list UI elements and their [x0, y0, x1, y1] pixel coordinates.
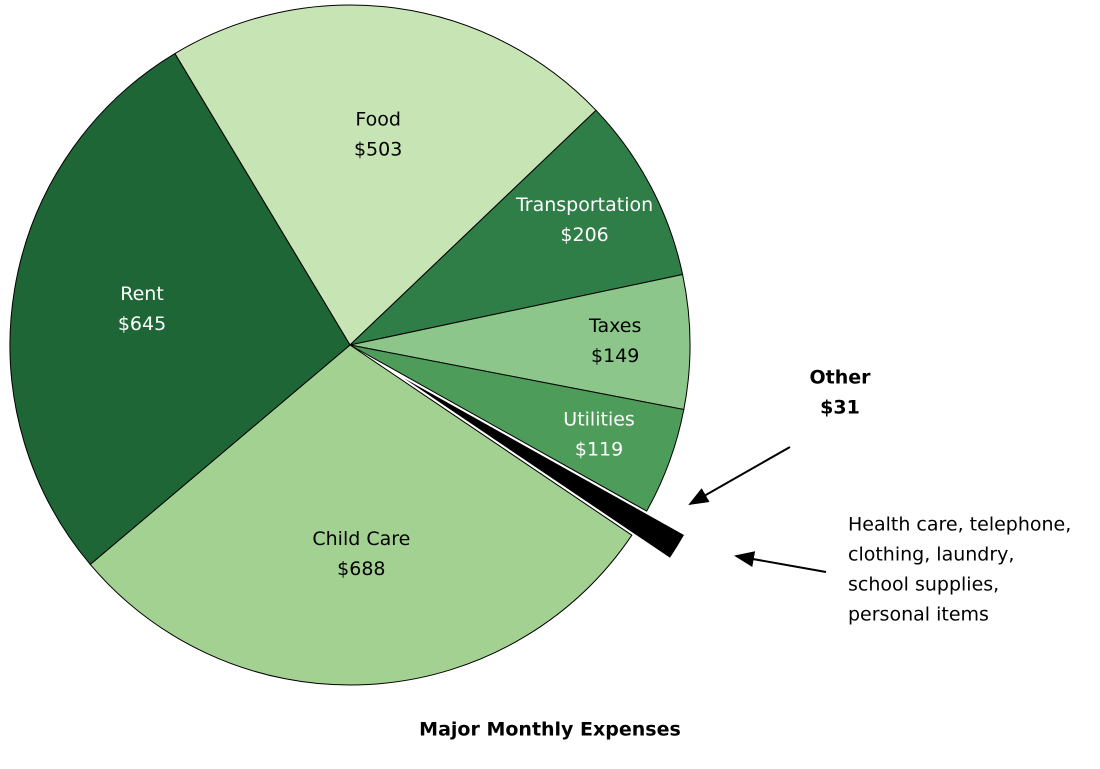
pie-slice — [349, 273, 691, 411]
slice-value: $119 — [575, 439, 623, 461]
slice-label: Taxes — [588, 315, 641, 337]
slice-value: $31 — [820, 397, 860, 419]
chart-title: Major Monthly Expenses — [419, 719, 681, 741]
slice-value: $503 — [354, 139, 402, 161]
pie-slice — [387, 367, 687, 560]
slice-value: $149 — [591, 345, 639, 367]
slice-label: Food — [355, 109, 401, 131]
arrow — [734, 551, 827, 573]
annotation: clothing, laundry, — [848, 544, 1014, 566]
pie-slice — [348, 109, 684, 346]
annotation: personal items — [848, 604, 989, 626]
annotation: Health care, telephone, — [848, 514, 1071, 536]
slice-label: Utilities — [563, 409, 635, 431]
slice-label: Transportation — [515, 194, 653, 216]
slice-value: $206 — [560, 224, 608, 246]
slice-value: $645 — [118, 313, 166, 335]
slice-label: Rent — [120, 283, 164, 305]
pie — [9, 4, 691, 686]
pie-slice — [349, 344, 685, 512]
pie-slice — [9, 52, 351, 566]
slice-label: Child Care — [312, 528, 410, 550]
annotation: school supplies, — [848, 574, 999, 596]
slice-value: $688 — [337, 558, 385, 580]
arrow — [688, 446, 791, 505]
pie-slice — [174, 4, 597, 346]
pie-slice — [89, 344, 633, 686]
slice-label: Other — [809, 367, 871, 389]
